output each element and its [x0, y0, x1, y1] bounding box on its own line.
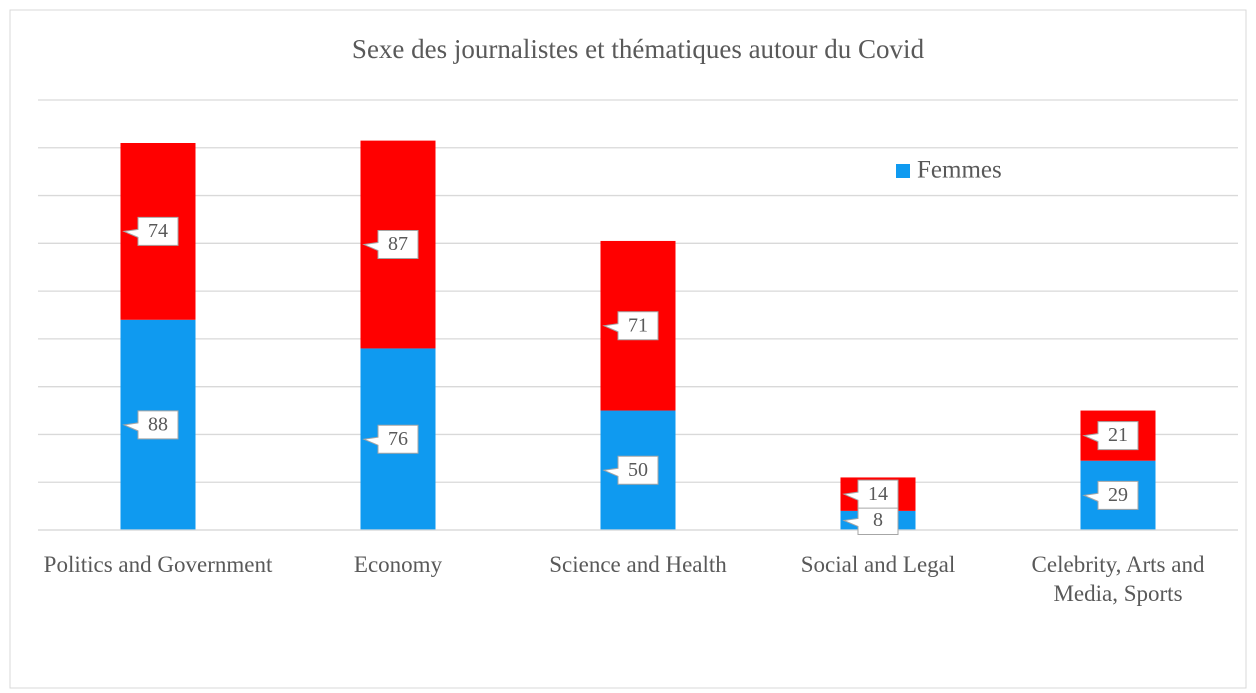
x-tick-label: Science and Health [549, 552, 727, 577]
x-tick-label: Politics and Government [43, 552, 273, 577]
data-label-callout [362, 230, 419, 260]
data-label: 50 [628, 459, 648, 481]
legend-label: Femmes [917, 157, 1002, 184]
data-label: 74 [148, 220, 168, 242]
data-label: 71 [628, 314, 648, 336]
data-label: 88 [148, 413, 168, 435]
data-label-callout [842, 505, 899, 535]
data-label: 8 [873, 509, 883, 531]
chart-title: Sexe des journalistes et thématiques aut… [352, 34, 925, 64]
x-tick-label: Social and Legal [800, 552, 956, 577]
data-label: 29 [1108, 484, 1128, 506]
data-label: 21 [1108, 424, 1128, 446]
data-label-callout [1082, 421, 1139, 451]
data-label: 14 [868, 483, 888, 505]
data-label-callout [362, 424, 419, 454]
data-label: 76 [388, 428, 408, 450]
x-tick-label: Economy [353, 552, 443, 577]
data-label-callout [122, 410, 179, 440]
legend-swatch [896, 164, 910, 178]
data-label-callout [602, 455, 659, 485]
data-label-callout [602, 311, 659, 341]
data-label: 87 [388, 233, 408, 255]
data-label-callout [122, 216, 179, 246]
data-label-callout [842, 479, 899, 509]
data-label-callout [1082, 480, 1139, 510]
x-tick-label: Celebrity, Arts and Media, Sports [1031, 552, 1205, 606]
